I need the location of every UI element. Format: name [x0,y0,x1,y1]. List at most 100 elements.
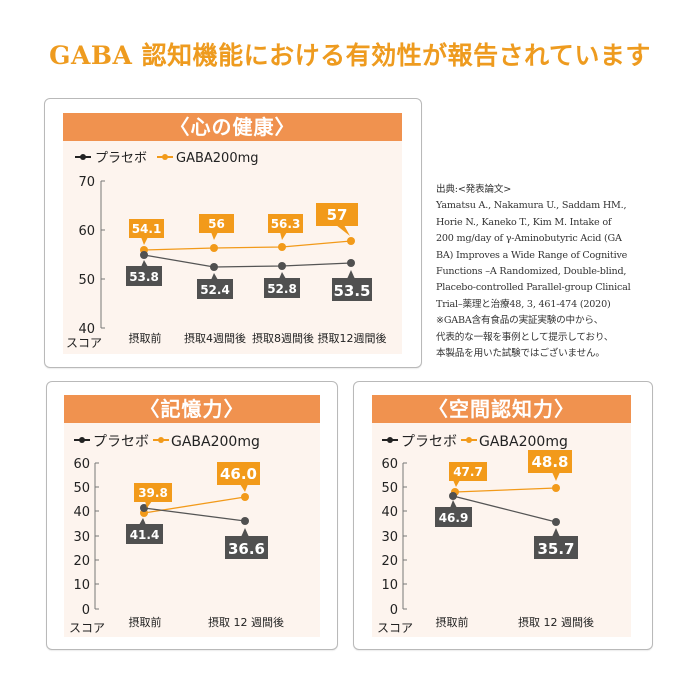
source-line: 200 mg/day of γ-Aminobutyric Acid (GA [436,233,622,245]
placebo-line [143,507,246,522]
source-line: Yamatsu A., Nakamura U., Saddam HM., [436,200,627,212]
gaba-value-callout: 56 [199,214,234,240]
y-tick: 30 [381,530,398,545]
legend-gaba-marker-icon [157,154,173,160]
source-line: BA) Improves a Wide Range of Cognitive [436,249,628,261]
placebo-point [241,517,249,525]
legend-gaba-label: GABA200mg [176,151,259,166]
y-tick: 10 [73,578,90,593]
svg-text:39.8: 39.8 [138,486,168,500]
placebo-value-callout: 53.5 [332,270,372,301]
y-unit-label: スコア [66,336,102,350]
placebo-value-callout: 46.9 [435,500,472,527]
y-tick: 30 [73,530,90,545]
x-label: 摂取 12 週間後 [518,615,594,629]
y-axis: 60 50 40 30 20 10 0 スコア [377,457,413,635]
y-tick: 60 [73,457,90,472]
panel-title: 〈記憶力〉 [64,395,320,423]
gaba-value-callout: 47.7 [449,462,487,487]
y-axis: 70 60 50 40 スコア [66,175,105,350]
legend-placebo-marker-icon [75,154,91,160]
gaba-value-callout: 39.8 [134,483,172,508]
y-tick: 40 [73,505,90,520]
gaba-line [143,240,352,251]
mental-health-panel: 〈心の健康〉 [63,113,402,354]
placebo-value-callout: 35.7 [534,528,578,559]
page-headline: GABA 認知機能における有効性が報告されています [49,41,651,70]
svg-text:48.8: 48.8 [531,453,568,471]
placebo-value-callout: 53.8 [126,260,162,286]
gaba-value-callout: 48.8 [528,450,572,481]
legend-placebo-label: プラセボ [401,434,457,450]
legend-gaba-label: GABA200mg [171,434,260,450]
placebo-points [140,251,355,271]
source-note: 本製品を用いた試験ではございません。 [436,348,605,360]
legend: プラセボ GABA200mg [382,434,568,450]
y-tick: 60 [78,224,95,239]
svg-text:46.0: 46.0 [220,465,257,483]
y-unit-label: スコア [69,621,105,635]
svg-text:52.8: 52.8 [267,282,297,296]
legend-placebo-marker-icon [74,437,90,443]
y-unit-label: スコア [377,621,413,635]
placebo-line [452,495,557,523]
x-label: 摂取8週間後 [252,331,314,345]
placebo-value-callout: 52.8 [264,272,300,298]
y-tick: 0 [82,603,90,618]
gaba-value-callout: 46.0 [217,462,260,492]
panel-title: 〈空間認知力〉 [372,395,631,423]
legend-placebo-label: プラセボ [95,151,147,166]
x-label: 摂取前 [436,615,469,629]
y-tick: 50 [78,273,95,288]
x-label: 摂取前 [129,331,162,345]
svg-text:35.7: 35.7 [537,540,574,558]
gaba-value-callout: 56.3 [268,214,303,240]
source-note: 代表的な一報を事例として提示しており、 [436,331,614,343]
y-tick: 20 [381,554,398,569]
source-line: Functions –A Randomized, Double-blind, [436,266,627,278]
legend-gaba-marker-icon [153,437,169,443]
svg-text:36.6: 36.6 [228,540,265,558]
memory-panel: 〈記憶力〉 [64,395,320,637]
legend: プラセボ GABA200mg [74,434,260,450]
placebo-point [449,492,457,500]
source-heading: 出典:<発表論文> [436,184,512,195]
source-citation: 出典:<発表論文> Yamatsu A., Nakamura U., Sadda… [436,182,656,362]
svg-text:46.9: 46.9 [439,511,469,525]
y-tick: 20 [73,554,90,569]
gaba-point [241,493,249,501]
gaba-value-callout: 54.1 [129,219,164,245]
svg-text:47.7: 47.7 [453,465,483,479]
x-axis-labels: 摂取前 摂取 12 週間後 [436,615,595,629]
svg-text:53.5: 53.5 [333,282,370,300]
svg-text:52.4: 52.4 [200,283,230,297]
svg-text:56: 56 [208,217,225,231]
y-tick: 40 [381,505,398,520]
placebo-point [552,518,560,526]
legend-placebo-label: プラセボ [93,434,149,450]
placebo-value-callout: 52.4 [197,273,233,299]
x-label: 摂取12週間後 [318,331,387,345]
y-tick: 60 [381,457,398,472]
source-line: Horie N., Kaneko T., Kim M. Intake of [436,216,612,228]
x-axis-labels: 摂取前 摂取 12 週間後 [129,615,285,629]
source-note: ※GABA含有食品の実証実験の中から、 [436,315,604,327]
y-tick: 40 [78,322,95,337]
source-line: Trial–薬理と治療48, 3, 461-474 (2020) [436,298,611,310]
x-label: 摂取 12 週間後 [208,615,284,629]
legend-gaba-marker-icon [461,437,477,443]
placebo-value-callout: 36.6 [225,528,268,559]
x-label: 摂取前 [129,615,162,629]
placebo-line [143,254,352,268]
y-tick: 0 [390,603,398,618]
y-tick: 70 [78,175,95,190]
spatial-cognition-panel: 〈空間認知力〉 [372,395,631,637]
svg-text:57: 57 [327,206,348,224]
svg-text:41.4: 41.4 [130,528,160,542]
y-tick: 50 [381,481,398,496]
source-line: Placebo-controlled Parallel-group Clinic… [436,282,631,294]
svg-text:54.1: 54.1 [132,222,162,236]
gaba-value-callout: 57 [316,203,358,236]
